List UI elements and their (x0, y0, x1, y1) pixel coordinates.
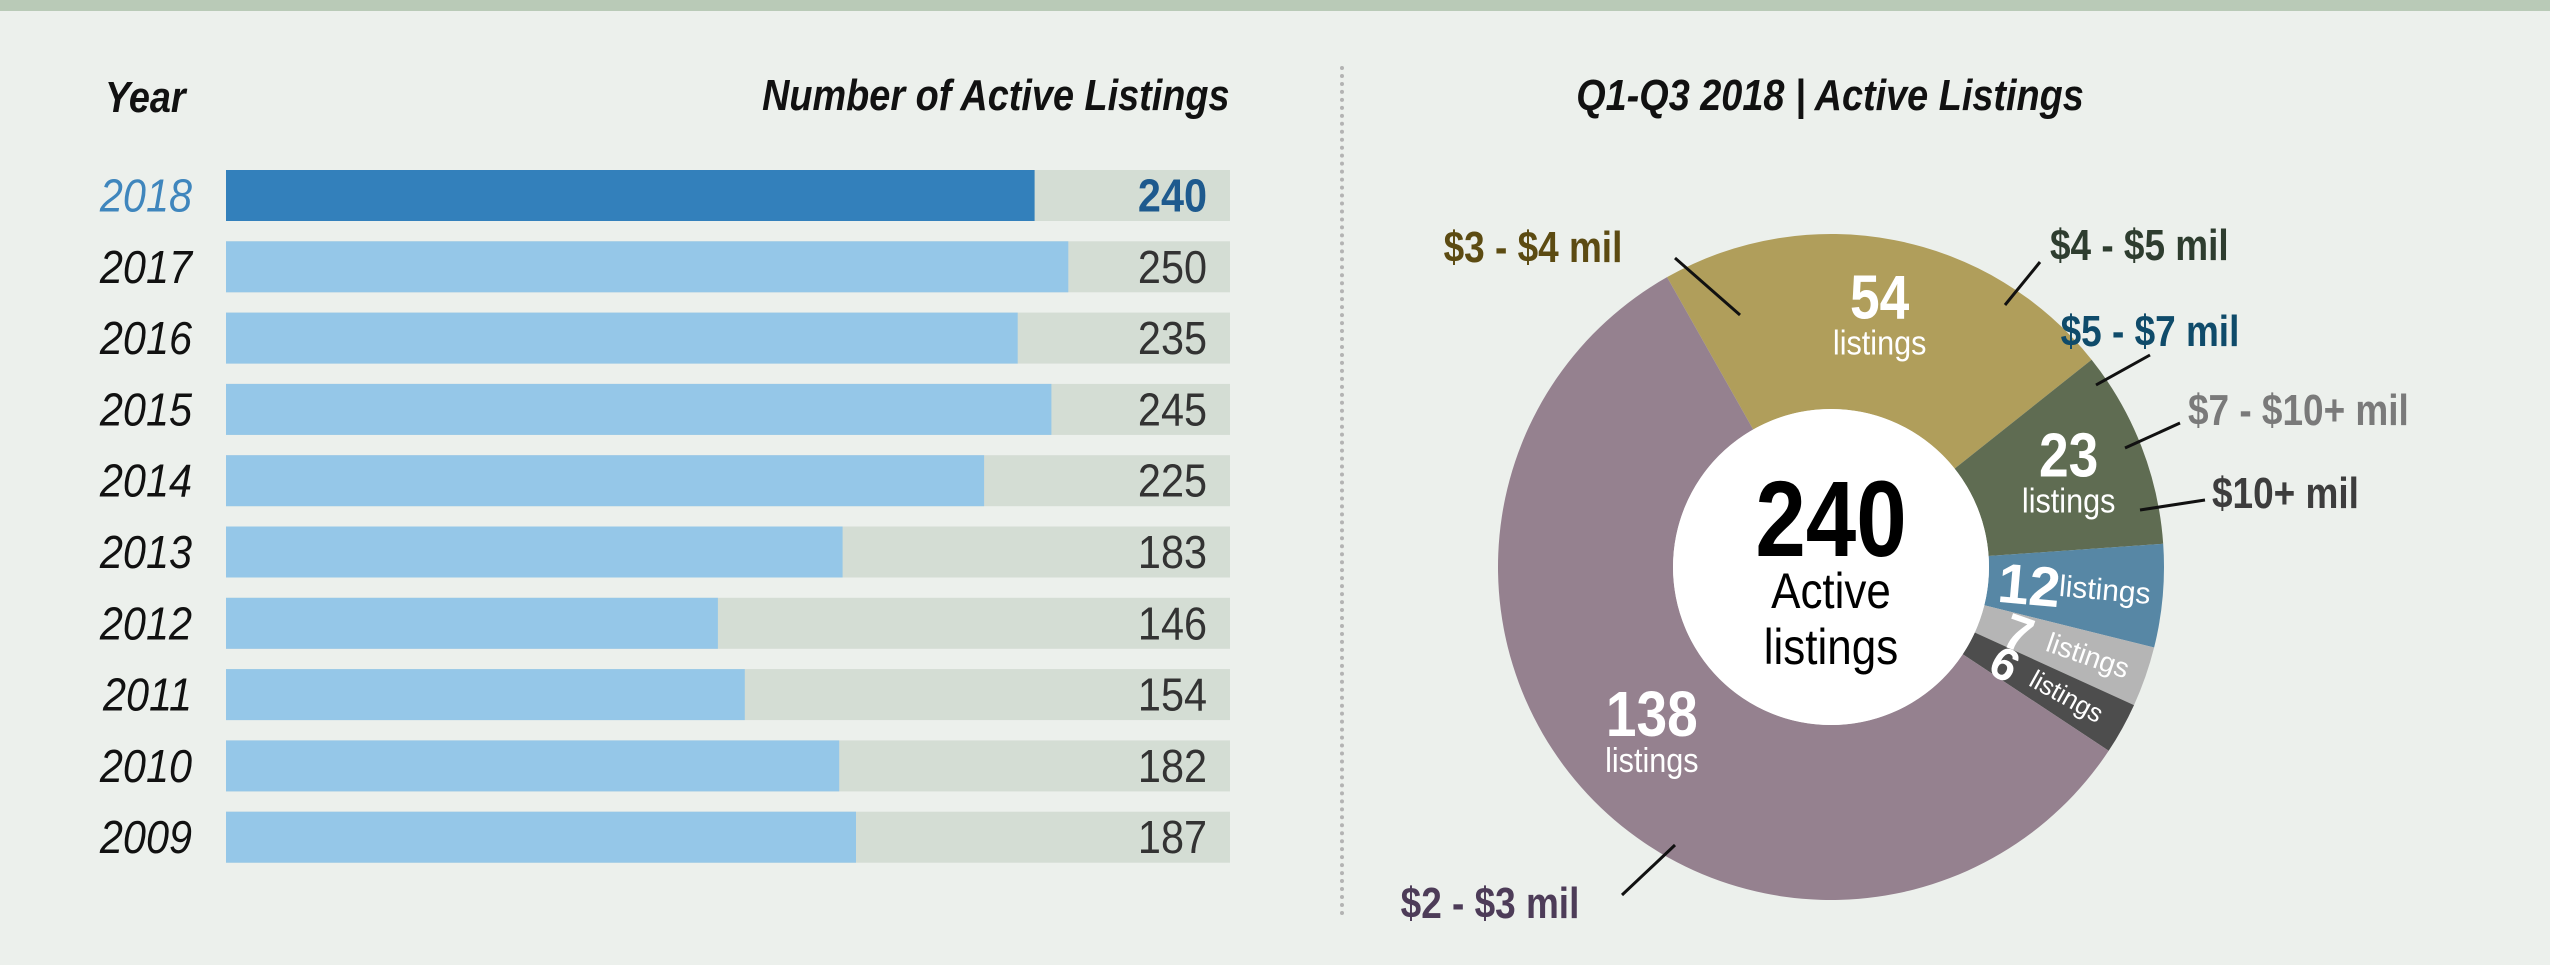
leader-line-10-mil (2139, 498, 2206, 512)
listings-column-header: Number of Active Listings (762, 71, 1230, 120)
bar-2016 (226, 312, 1018, 364)
donut-center-label-1: Active (1771, 562, 1891, 618)
panel-divider (1340, 66, 1344, 916)
leader-line-3-4-mil (1674, 256, 1741, 317)
slice-label-4-5-mil: $4 - $5 mil (2050, 220, 2229, 270)
slice-value-2-3-mil: 138 (1606, 678, 1698, 750)
bar-2011 (226, 669, 745, 721)
bar-value-2018: 240 (1138, 171, 1207, 223)
bar-value-2011: 154 (1138, 670, 1207, 722)
donut-chart-title: Q1-Q3 2018 | Active Listings (1576, 71, 2084, 120)
bar-value-2016: 235 (1138, 313, 1207, 365)
donut-slice-5-7-mil (1984, 543, 2164, 648)
slice-label-7-10-mil: $7 - $10+ mil (2188, 385, 2409, 435)
bar-value-2015: 245 (1138, 384, 1207, 436)
leader-line-5-7-mil (2095, 353, 2151, 387)
year-label-2017: 2017 (99, 242, 194, 294)
leader-line-2-3-mil (1620, 843, 1677, 897)
leader-line-7-10-mil (2124, 421, 2181, 450)
donut-center-label-2: listings (1764, 618, 1898, 674)
bar-value-2013: 183 (1138, 527, 1207, 579)
bar-2015 (226, 383, 1052, 435)
year-label-2009: 2009 (99, 812, 192, 864)
slice-unit-5-7-mil: listings (2058, 570, 2152, 611)
donut-slice-3-4-mil (1667, 234, 2092, 469)
slice-label-2-3-mil: $2 - $3 mil (1401, 878, 1580, 928)
year-label-2015: 2015 (99, 384, 193, 436)
donut-center-hole (1673, 409, 1989, 725)
bar-value-2009: 187 (1138, 812, 1207, 864)
bar-chart: 2018 240 2017 250 2016 235 2015 245 2014 225 2013 1… (99, 170, 1230, 864)
slice-label-5-7-mil: $5 - $7 mil (2061, 306, 2240, 356)
slice-unit-2-3-mil: listings (1605, 742, 1698, 780)
bar-2017 (226, 241, 1069, 293)
year-column-header: Year (105, 73, 186, 122)
bar-value-2010: 182 (1138, 741, 1207, 793)
year-label-2013: 2013 (99, 527, 192, 579)
donut-center-total: 240 (1755, 460, 1906, 580)
slice-unit-3-4-mil: listings (1833, 324, 1926, 362)
bar-value-2017: 250 (1138, 242, 1207, 294)
bar-2014 (226, 455, 985, 507)
year-label-2014: 2014 (99, 456, 192, 508)
donut-slice-2-3-mil (1498, 277, 2109, 901)
year-label-2011: 2011 (102, 670, 192, 722)
bar-2012 (226, 597, 718, 649)
slice-value-4-5-mil: 23 (2039, 422, 2098, 491)
leader-line-4-5-mil (2003, 261, 2042, 306)
slice-label-3-4-mil: $3 - $4 mil (1444, 222, 1623, 272)
year-label-2016: 2016 (99, 313, 193, 365)
slice-label-10-mil: $10+ mil (2212, 468, 2359, 518)
top-accent-bar (0, 0, 2550, 11)
donut-slice-10-mil (1962, 632, 2135, 751)
slice-unit-4-5-mil: listings (2022, 482, 2115, 520)
donut-slice-7-10-mil (1974, 605, 2155, 706)
year-label-2012: 2012 (99, 598, 192, 650)
slice-value-5-7-mil: 12 (1995, 551, 2063, 619)
bar-2010 (226, 740, 840, 792)
bar-2013 (226, 526, 843, 578)
donut-slice-4-5-mil (1954, 359, 2164, 556)
bar-2018 (226, 170, 1035, 221)
bar-value-2012: 146 (1138, 598, 1207, 650)
slice-value-3-4-mil: 54 (1850, 264, 1909, 333)
bar-value-2014: 225 (1138, 456, 1207, 508)
year-label-2018: 2018 (99, 171, 193, 223)
year-label-2010: 2010 (99, 741, 192, 793)
bar-2009 (226, 811, 856, 863)
